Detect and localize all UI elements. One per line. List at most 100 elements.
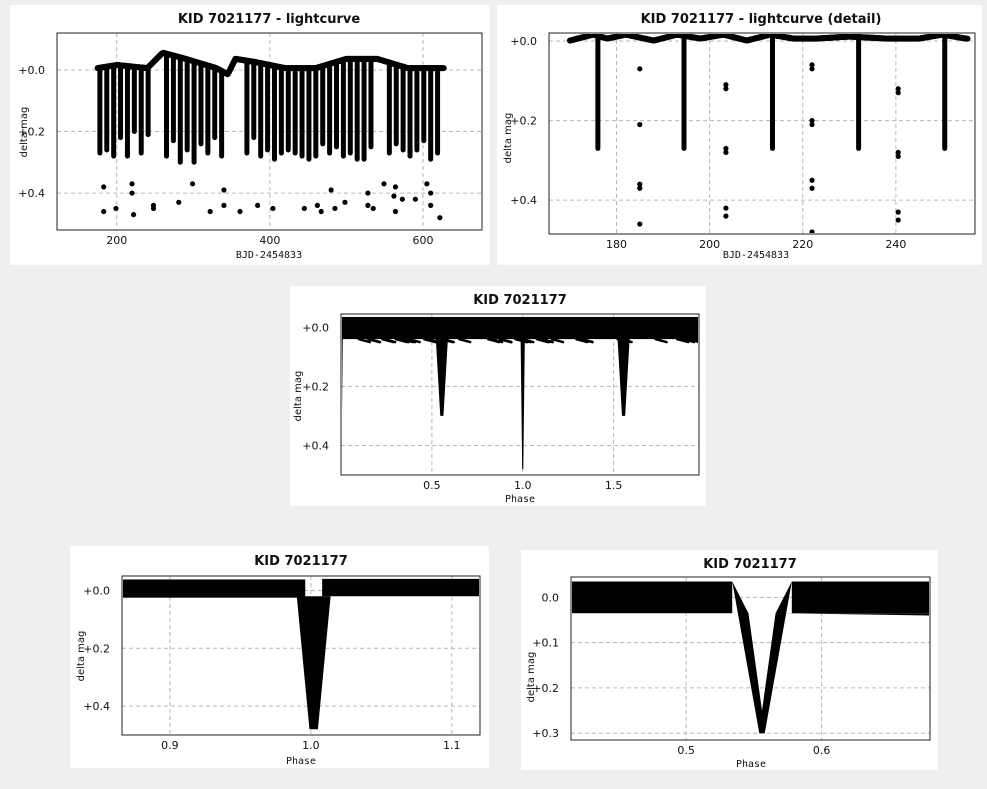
data-point	[723, 145, 729, 152]
data-point	[189, 181, 196, 187]
y-tick-label: +0.0	[510, 35, 537, 48]
data-point	[382, 337, 397, 344]
data-point	[318, 208, 324, 215]
data-point	[370, 205, 376, 212]
y-tick-label: +0.0	[83, 584, 110, 597]
data-point	[723, 213, 729, 219]
data-point	[392, 208, 399, 215]
data-point	[675, 337, 690, 344]
data-point	[686, 337, 698, 344]
y-tick-label: +0.2	[532, 682, 559, 695]
data-band	[572, 581, 733, 614]
data-point	[150, 205, 157, 212]
data-point	[328, 187, 334, 193]
x-tick-label: 600	[413, 234, 434, 247]
data-point	[314, 202, 320, 208]
x-tick-labels: 200 400 600	[106, 234, 433, 247]
data-points	[566, 34, 971, 233]
plot-frame	[56, 32, 483, 231]
x-tick-label: 200	[106, 234, 127, 247]
eclipse-points	[435, 333, 449, 416]
data-point	[129, 190, 135, 196]
y-tick-label: +0.2	[83, 642, 110, 655]
data-points	[572, 581, 929, 734]
x-tick-labels: 0.5 1.0 1.5	[423, 479, 622, 492]
data-point	[637, 66, 643, 72]
eclipse-points	[520, 333, 525, 470]
y-tick-label: +0.3	[532, 727, 559, 740]
data-point	[101, 208, 107, 215]
y-tick-label: 0.0	[542, 591, 560, 604]
data-point	[654, 337, 668, 344]
x-tick-label: 1.5	[605, 479, 623, 492]
eclipse-points	[617, 333, 630, 416]
data-point	[221, 187, 227, 193]
data-point	[394, 337, 409, 344]
y-tick-label: +0.4	[83, 700, 110, 713]
data-band	[342, 316, 698, 340]
plot-frame	[121, 575, 481, 736]
data-band	[123, 579, 306, 598]
x-tick-label: 1.1	[443, 739, 461, 752]
x-tick-label: 240	[885, 238, 906, 251]
data-point	[365, 202, 371, 208]
x-tick-label: 180	[606, 238, 627, 251]
data-point	[637, 181, 643, 187]
y-tick-labels: +0.0 +0.2 +0.4	[510, 35, 537, 207]
x-tick-label: 0.5	[423, 479, 441, 492]
data-point	[809, 177, 815, 183]
y-axis-label: delta mag	[76, 631, 87, 682]
data-point	[723, 149, 729, 156]
data-point	[423, 337, 437, 344]
data-point	[895, 90, 901, 96]
chart-title: KID 7021177 - lightcurve	[178, 12, 361, 27]
x-tick-labels: 0.5 0.6	[677, 744, 830, 757]
data-band	[780, 613, 929, 616]
x-tick-label: 400	[259, 234, 280, 247]
x-tick-label: 0.6	[813, 744, 831, 757]
data-point	[723, 205, 729, 211]
x-axis-label: BJD-2454833	[723, 250, 789, 261]
data-point	[428, 190, 434, 196]
data-point	[809, 62, 815, 68]
x-tick-label: 1.0	[514, 479, 532, 492]
x-axis-label: Phase	[505, 494, 535, 505]
eclipse-points	[732, 581, 792, 734]
primary-eclipse-panel: KID 7021177 0.9 1.0 1.1 +0.0 +0.2 +0.4 Phase…	[70, 546, 489, 768]
data-point	[809, 229, 815, 233]
chart-title: KID 7021177	[254, 554, 348, 569]
plot-frame	[340, 313, 700, 476]
x-axis-label: BJD-2454833	[236, 250, 302, 261]
y-axis-label: delta mag	[503, 113, 514, 164]
y-axis-label: delta mag	[293, 371, 304, 422]
data-point	[365, 190, 371, 196]
data-point	[407, 337, 421, 344]
y-tick-label: +0.2	[510, 115, 537, 128]
data-point	[381, 181, 387, 187]
primary-eclipse-chart: KID 7021177 0.9 1.0 1.1 +0.0 +0.2 +0.4 Phase…	[76, 554, 481, 767]
data-point	[301, 205, 307, 212]
data-points	[94, 49, 447, 221]
x-tick-label: 220	[792, 238, 813, 251]
data-point	[637, 121, 643, 128]
data-point	[575, 337, 589, 344]
chart-title: KID 7021177	[473, 293, 567, 308]
data-point	[130, 212, 137, 218]
data-point	[458, 337, 472, 344]
data-point	[895, 217, 901, 223]
data-point	[399, 196, 405, 202]
data-point	[809, 185, 815, 191]
data-point	[357, 337, 372, 344]
secondary-eclipse-panel: KID 7021177 0.5 0.6 0.0 +0.1 +0.2 +0.3 Phase…	[521, 550, 938, 770]
x-tick-labels: 180 200 220 240	[606, 238, 906, 251]
secondary-eclipse-chart: KID 7021177 0.5 0.6 0.0 +0.1 +0.2 +0.3 Phase…	[526, 557, 931, 770]
data-point	[809, 121, 815, 128]
y-tick-label: +0.4	[302, 439, 329, 452]
y-tick-label: +0.0	[18, 64, 45, 77]
data-point	[400, 337, 415, 344]
y-tick-labels: +0.0 +0.2 +0.4	[302, 321, 329, 452]
data-point	[895, 149, 901, 156]
data-point	[809, 117, 815, 124]
data-point	[270, 205, 276, 212]
data-point	[895, 86, 901, 92]
